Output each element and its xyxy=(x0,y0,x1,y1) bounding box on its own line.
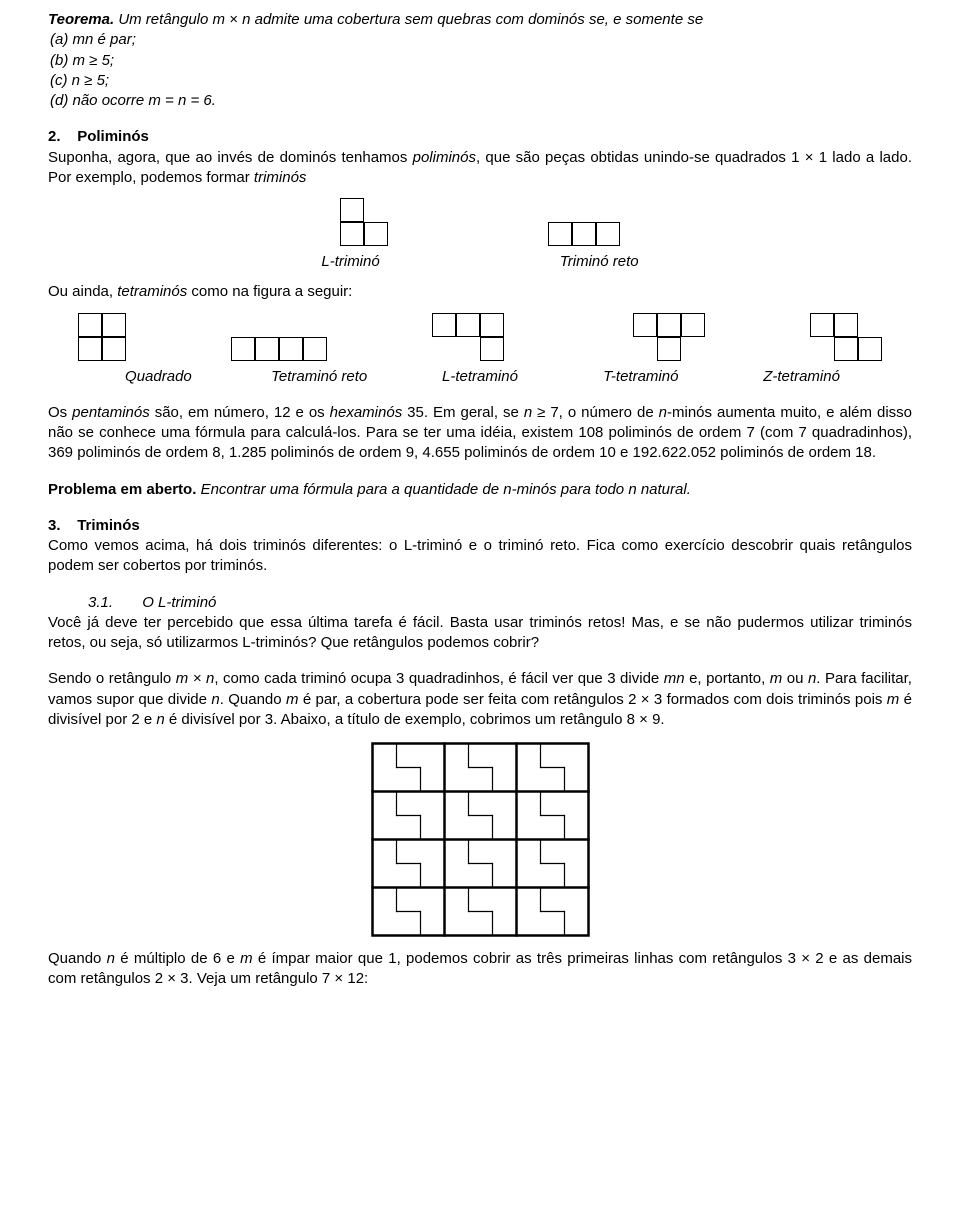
teorema-c: (c) n ≥ 5; xyxy=(48,71,912,91)
teorema-title: Teorema. xyxy=(48,11,114,28)
sec3-heading: 3. Triminós xyxy=(48,516,912,536)
l-trimino-shape xyxy=(340,198,388,246)
t-tet-label: T-tetraminó xyxy=(560,367,721,387)
l-tet-label: L-tetraminó xyxy=(400,367,561,387)
sec2-p1: Suponha, agora, que ao invés de dominós … xyxy=(48,148,912,189)
tetramino-figures xyxy=(48,313,912,361)
straight-trimino-shape xyxy=(548,222,620,246)
l-tet xyxy=(432,313,528,361)
teorema-b: (b) m ≥ 5; xyxy=(48,51,912,71)
z-tet xyxy=(810,313,882,361)
sec31-heading: 3.1. O L-triminó xyxy=(48,593,912,613)
problema-aberto: Problema em aberto. Encontrar uma fórmul… xyxy=(48,480,912,500)
sec2-title: Poliminós xyxy=(77,128,149,145)
teorema-line: Teorema. Um retângulo m × n admite uma c… xyxy=(48,10,912,30)
quadrado-label: Quadrado xyxy=(78,367,239,387)
sec3-p1: Como vemos acima, há dois triminós difer… xyxy=(48,536,912,577)
sec2-heading: 2. Poliminós xyxy=(48,127,912,147)
teorema-d: (d) não ocorre m = n = 6. xyxy=(48,91,912,111)
p-mn: Sendo o retângulo m × n, como cada trimi… xyxy=(48,669,912,730)
square-tet xyxy=(78,313,126,361)
sec2-num: 2. xyxy=(48,128,61,145)
z-tet-label: Z-tetraminó xyxy=(721,367,882,387)
grid-8x9-figure xyxy=(48,742,912,937)
trimino-figures xyxy=(48,198,912,246)
tetramino-labels: Quadrado Tetraminó reto L-tetraminó T-te… xyxy=(48,367,912,387)
p-last: Quando n é múltiplo de 6 e m é ímpar mai… xyxy=(48,949,912,990)
trimino-labels: L-triminó Triminó reto xyxy=(48,252,912,272)
pentamino-para: Os pentaminós são, em número, 12 e os he… xyxy=(48,403,912,464)
teorema-a: (a) mn é par; xyxy=(48,30,912,50)
tetramino-intro: Ou ainda, tetraminós como na figura a se… xyxy=(48,282,912,302)
t-tet xyxy=(633,313,705,361)
teorema-text: Um retângulo m × n admite uma cobertura … xyxy=(118,11,703,28)
tet-reto-label: Tetraminó reto xyxy=(239,367,400,387)
straight-tet xyxy=(231,337,327,361)
straight-trimino-label: Triminó reto xyxy=(560,252,639,272)
sec31-p1: Você já deve ter percebido que essa últi… xyxy=(48,613,912,654)
l-trimino-label: L-triminó xyxy=(321,252,379,272)
grid-8x9-svg xyxy=(371,742,590,937)
